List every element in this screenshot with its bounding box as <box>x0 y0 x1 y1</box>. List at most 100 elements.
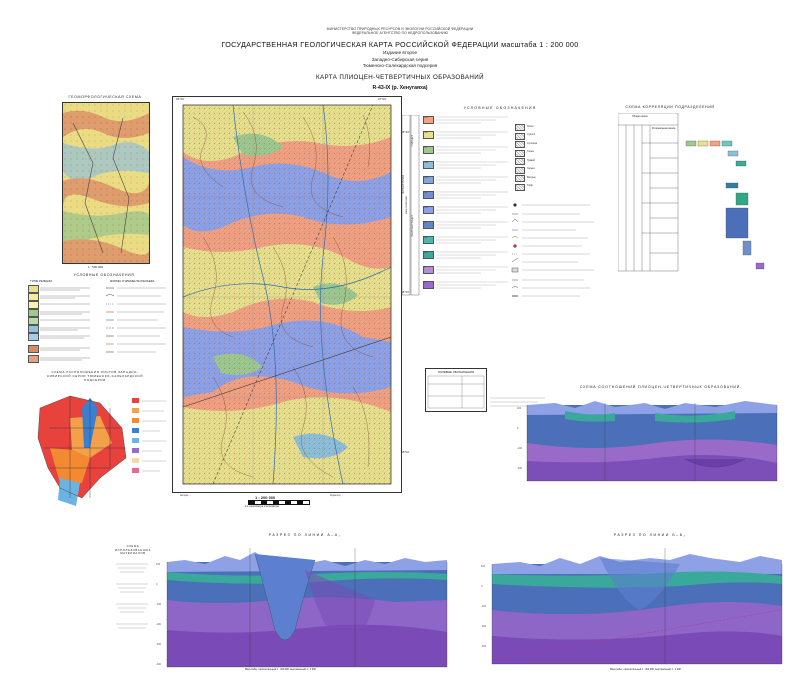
legend-unit-swatch <box>423 266 434 274</box>
coord-top-left: 66°00' <box>176 97 185 101</box>
main-legend: КАЙНОЗОЙСКАЯ ЧЕТВЕРТИЧНАЯ НЕОПЛЕЙСТОЦЕН … <box>400 115 560 315</box>
legend-unit-swatch <box>423 221 434 229</box>
svg-text:-200: -200 <box>481 625 487 628</box>
lithology-legend: Пески Супеси Суглинки Глины Гравий Галька Валу… <box>515 124 560 194</box>
section-a: 100 0 -100 -200 -300 -400 <box>155 540 455 680</box>
legend-swatch-4 <box>28 309 39 317</box>
legend-unit-row: aIII <box>423 130 513 139</box>
svg-text:-200: -200 <box>517 467 523 470</box>
legend-unit-row: E <box>423 265 513 274</box>
symbol-legend <box>510 200 600 310</box>
svg-text:100: 100 <box>481 565 486 568</box>
legend-unit-code: lIV <box>424 147 428 149</box>
legend-unit-swatch <box>423 236 434 244</box>
legend-swatch-1 <box>28 285 39 293</box>
edition-label: Издание второе <box>382 50 418 55</box>
legend-unit-swatch <box>423 131 434 139</box>
relations-section: 100 0 -100 -200 <box>515 393 785 483</box>
legend-unit-swatch <box>423 176 434 184</box>
lithology-row: Галька <box>515 166 560 174</box>
legend-vertical-label-3: ГОЛОЦЕН <box>411 135 414 147</box>
ministry-header: МИНИСТЕРСТВО ПРИРОДНЫХ РЕСУРСОВ И ЭКОЛОГ… <box>0 27 800 35</box>
materials-list <box>112 560 152 640</box>
legend-unit-code: aIII <box>424 132 428 134</box>
section-a-title: РАЗРЕЗ ПО ЛИНИИ А–А₁ <box>268 533 342 537</box>
left-legend-col1: ТИПЫ РЕЛЬЕФА <box>30 279 53 283</box>
svg-text:-100: -100 <box>517 447 523 450</box>
legend-unit-code: mI <box>424 237 427 239</box>
lithology-swatch <box>515 183 525 191</box>
map-scale-bar <box>248 500 310 505</box>
lithology-label: Торф <box>527 184 533 187</box>
series-label: Западно-Сибирская серия <box>371 57 429 62</box>
legend-unit-code: gII <box>424 192 427 194</box>
lithology-label: Пески <box>527 124 534 128</box>
field-legend-box: ПОЛЕВЫЕ ОБОЗНАЧЕНИЯ <box>425 368 487 412</box>
legend-unit-code: E <box>424 267 426 269</box>
svg-text:-300: -300 <box>481 645 487 648</box>
coord-side-2: 68°20' <box>401 290 410 294</box>
legend-unit-row: N2 <box>423 250 513 259</box>
svg-text:0: 0 <box>156 583 158 586</box>
legend-swatch-8 <box>28 345 39 353</box>
geomorph-scheme <box>62 102 150 264</box>
section-b: 100 0 -100 -200 -300 <box>480 540 790 680</box>
map-type-title: КАРТА ПЛИОЦЕН-ЧЕТВЕРТИЧНЫХ ОБРАЗОВАНИЙ <box>315 74 484 81</box>
imprint-authors: Авторы: ... <box>180 494 192 497</box>
coord-side-3: 68°00' <box>401 450 410 454</box>
legend-unit-swatch <box>423 146 434 154</box>
left-legend-items <box>28 285 168 375</box>
lithology-row: Суглинки <box>515 141 560 148</box>
lithology-row: Торф <box>515 183 560 191</box>
legend-unit-row: gI <box>423 220 513 229</box>
legend-unit-code: K <box>424 282 426 284</box>
legend-unit-row: lgIII <box>423 175 513 184</box>
legend-vertical-label-2: НЕОПЛЕЙСТОЦЕН <box>411 215 414 237</box>
lithology-swatch <box>515 175 525 182</box>
ministry-line-1: МИНИСТЕРСТВО ПРИРОДНЫХ РЕСУРСОВ И ЭКОЛОГ… <box>326 27 474 31</box>
zoning-scheme-title: СХЕМА РАСПОЛОЖЕНИЯ ЛИСТОВ ЗАПАДНО-СИБИРС… <box>46 370 144 382</box>
lithology-label: Супеси <box>527 133 536 136</box>
geomorph-title: ГЕОМОРФОЛОГИЧЕСКАЯ СХЕМА <box>68 95 142 99</box>
lithology-swatch <box>515 124 525 131</box>
legend-unit-row: gII <box>423 190 513 199</box>
geomorph-scale: 1 : 500 000 <box>88 265 104 269</box>
coord-top-right: 67°00' <box>378 97 387 101</box>
svg-text:0: 0 <box>517 427 519 430</box>
subseries-label: Тюменско-Салехардская подсерия <box>362 63 438 68</box>
sheet-number: R-43-IX (р. Хенугаяха) <box>372 85 428 91</box>
lithology-label: Глины <box>527 150 534 153</box>
imprint-editor: Редактор: ... <box>330 494 344 497</box>
legend-unit-row: lIV <box>423 145 513 154</box>
legend-unit-list: aIV aIII lIV mIII lgIII gII mII gI mI N2 E K <box>423 115 513 305</box>
legend-unit-row: mI <box>423 235 513 244</box>
legend-swatch-2 <box>28 293 39 301</box>
main-geological-map[interactable] <box>172 96 402 493</box>
legend-unit-swatch <box>423 251 434 259</box>
legend-swatch-9 <box>28 355 39 363</box>
svg-text:-100: -100 <box>481 605 487 608</box>
svg-text:0: 0 <box>481 585 483 588</box>
lithology-label: Валуны <box>527 175 536 179</box>
section-a-scale: Масштабы: горизонтальный 1 : 200 000; ве… <box>245 668 316 671</box>
legend-unit-row: mIII <box>423 160 513 169</box>
section-b-scale: Масштабы: горизонтальный 1 : 200 000; ве… <box>610 668 681 671</box>
legend-unit-code: aIV <box>424 117 428 119</box>
map-main-title: ГОСУДАРСТВЕННАЯ ГЕОЛОГИЧЕСКАЯ КАРТА РОСС… <box>221 40 579 49</box>
left-legend-title: УСЛОВНЫЕ ОБОЗНАЧЕНИЯ <box>73 273 135 277</box>
legend-unit-row: K <box>423 280 513 289</box>
relations-title: СХЕМА СООТНОШЕНИЙ ПЛИОЦЕН-ЧЕТВЕРТИЧНЫХ О… <box>579 385 741 389</box>
left-legend-col2: ФОРМЫ И ЭЛЕМЕНТЫ РЕЛЬЕФА <box>110 279 155 283</box>
lithology-label: Суглинки <box>527 141 538 145</box>
main-legend-title: УСЛОВНЫЕ ОБОЗНАЧЕНИЯ <box>463 106 537 110</box>
legend-vertical-label-1: ЧЕТВЕРТИЧНАЯ <box>402 175 405 195</box>
field-legend-title: ПОЛЕВЫЕ ОБОЗНАЧЕНИЯ <box>437 370 475 374</box>
lithology-row: Гравий <box>515 158 560 165</box>
section-b-title: РАЗРЕЗ ПО ЛИНИИ Б–Б₁ <box>613 533 687 537</box>
lithology-swatch <box>515 141 525 148</box>
legend-unit-code: mIII <box>424 162 429 164</box>
svg-text:-300: -300 <box>156 643 162 646</box>
lithology-label: Галька <box>527 167 535 170</box>
legend-unit-swatch <box>423 206 434 214</box>
correlation-scheme <box>618 113 768 273</box>
